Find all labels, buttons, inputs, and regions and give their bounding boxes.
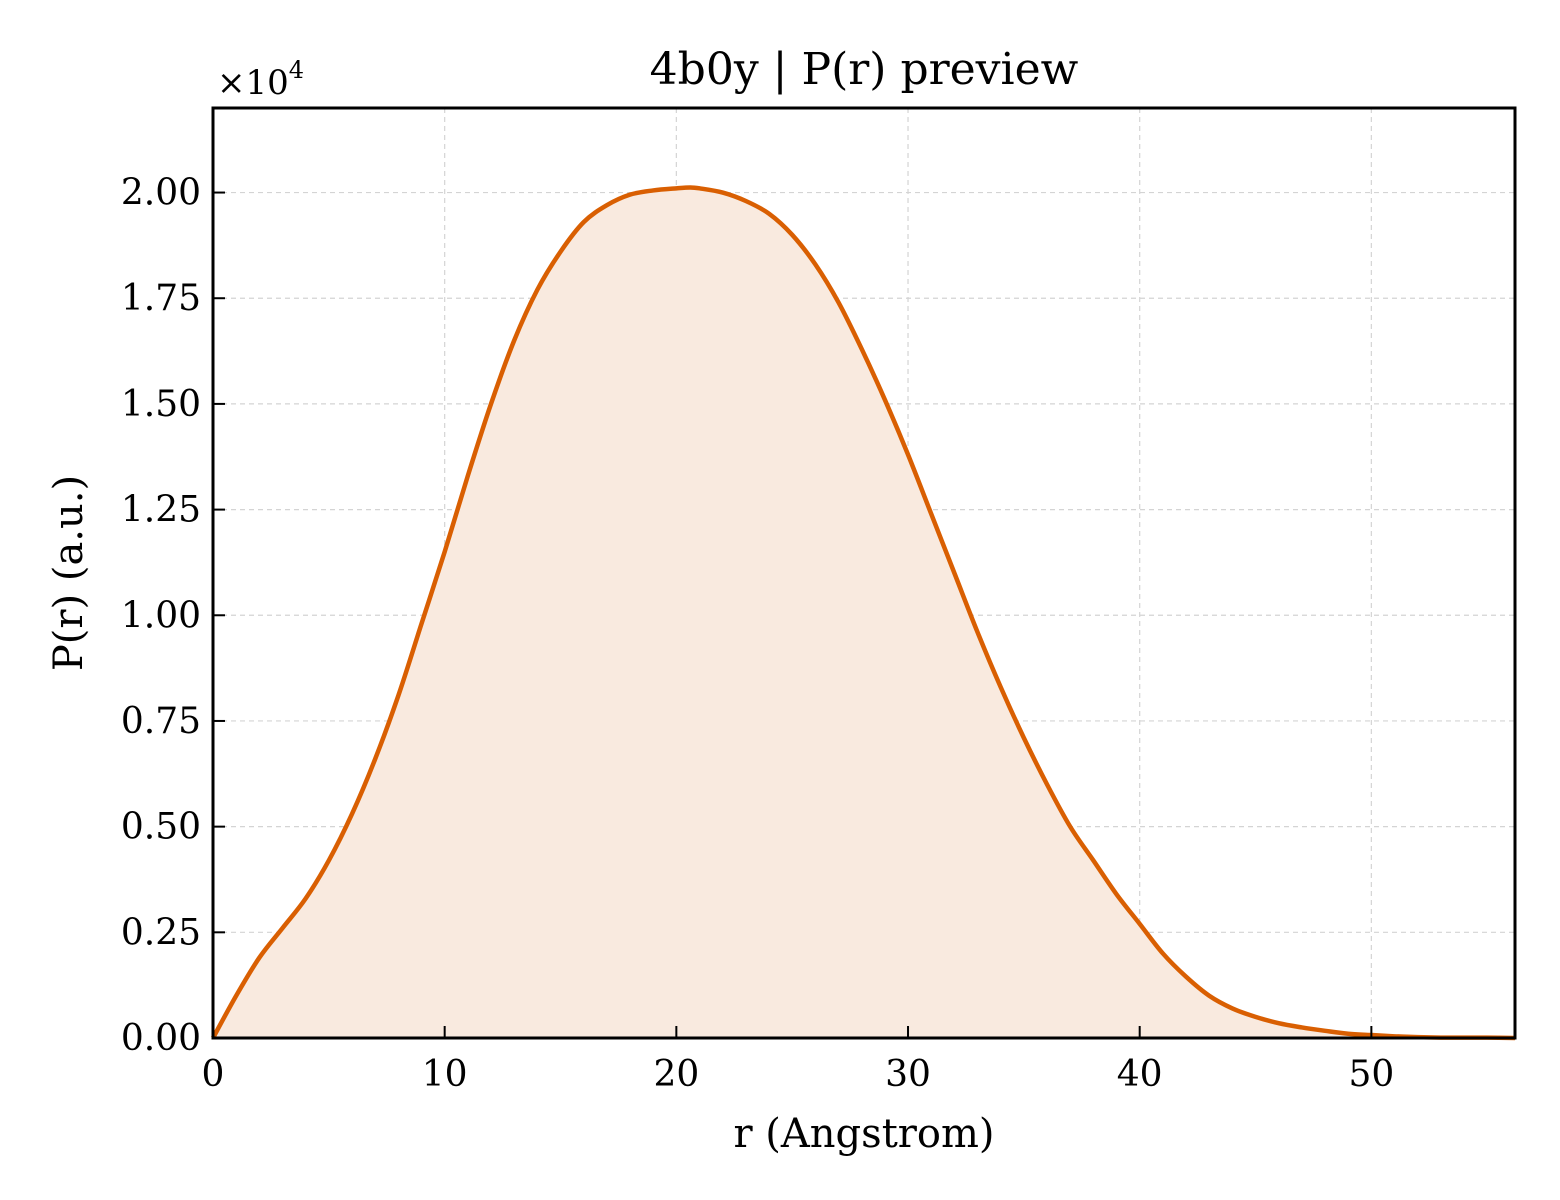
x-tick-label: 20	[653, 1054, 699, 1095]
y-tick-label: 1.00	[121, 595, 201, 636]
x-tick-label: 50	[1348, 1054, 1394, 1095]
y-tick-label: 0.50	[121, 807, 201, 848]
y-axis-multiplier: ×104	[217, 56, 304, 103]
y-tick-label: 0.25	[121, 912, 201, 953]
chart-title: 4b0y | P(r) preview	[650, 44, 1079, 95]
x-axis-label: r (Angstrom)	[733, 1111, 994, 1157]
pr-series-line	[211, 185, 1516, 1041]
x-tick-label: 30	[885, 1054, 931, 1095]
pr-area-fill	[213, 187, 1515, 1039]
y-tick-label: 0.00	[121, 1018, 201, 1059]
y-multiplier-exponent: 4	[289, 56, 304, 84]
x-tick-label: 40	[1117, 1054, 1163, 1095]
x-tick-label: 10	[422, 1054, 468, 1095]
axis-ticks: 0 10 20 30 40 50 0.00 0.25 0.50 0.75 1.00 1.25 1.50 1…	[121, 173, 1394, 1095]
y-tick-label: 2.00	[121, 173, 201, 214]
y-axis-label: P(r) (a.u.)	[46, 475, 92, 671]
y-tick-label: 1.75	[121, 278, 201, 319]
y-tick-label: 0.75	[121, 701, 201, 742]
y-multiplier-base: ×10	[217, 63, 289, 103]
plot-frame	[211, 106, 1517, 1040]
y-tick-label: 1.25	[121, 490, 201, 531]
x-tick-label: 0	[202, 1054, 225, 1095]
y-tick-label: 1.50	[121, 384, 201, 425]
